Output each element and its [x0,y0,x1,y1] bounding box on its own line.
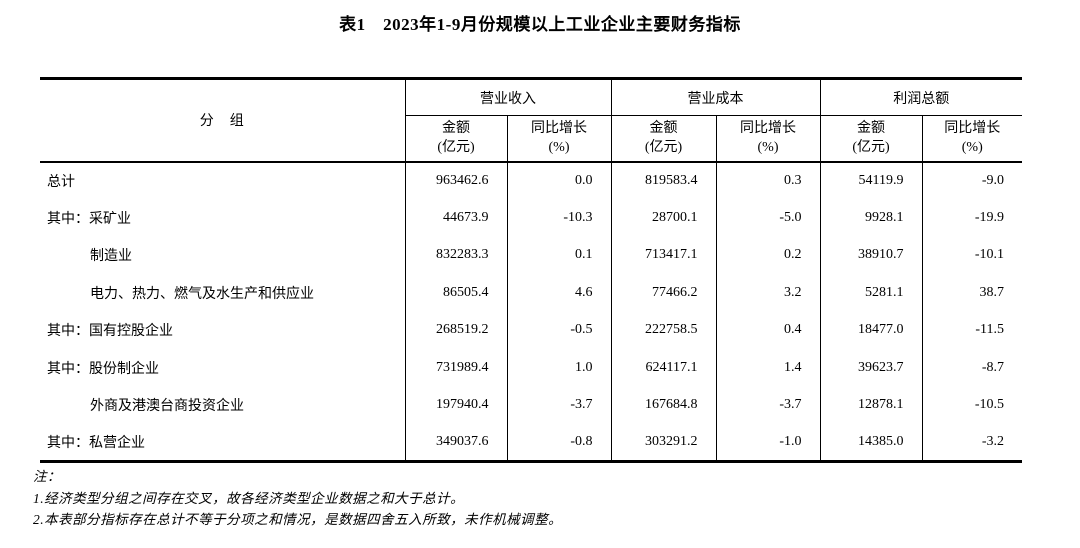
value-cell: 86505.4 [404,274,507,312]
value-cell: -10.3 [506,199,611,237]
table-row: 总计 963462.6 0.0 819583.4 0.3 54119.9 -9.… [40,161,1022,199]
value-cell: 624117.1 [610,349,716,387]
value-cell: 222758.5 [610,311,716,349]
growth-label: 同比增长 [531,121,587,137]
value-cell: 3.2 [715,274,820,312]
value-cell: 268519.2 [404,311,507,349]
profit-group-header: 利润总额 [819,78,1022,116]
group-column-header: 分 组 [40,78,405,163]
amount-label: 金额 [649,121,678,137]
row-label: 其中：采矿业 [47,211,131,227]
value-cell: -0.5 [506,311,611,349]
note-line-1: 1.经济类型分组之间存在交叉，故各经济类型企业数据之和大于总计。 [33,490,465,506]
value-cell: 0.0 [506,161,611,199]
value-cell: 9928.1 [819,199,922,237]
value-cell: 28700.1 [610,199,716,237]
row-label: 外商及港澳台商投资企业 [90,399,244,415]
value-cell: 5281.1 [819,274,922,312]
revenue-growth-header: 同比增长 (%) [506,115,611,163]
value-cell: 1.0 [506,349,611,387]
value-cell: -9.0 [921,161,1022,199]
value-cell: -11.5 [921,311,1022,349]
amount-label: 金额 [442,121,470,137]
value-cell: 197940.4 [404,386,507,424]
value-cell: -1.0 [715,424,820,462]
table-notes: 注： 1.经济类型分组之间存在交叉，故各经济类型企业数据之和大于总计。 2.本表… [33,466,562,531]
value-cell: 303291.2 [610,424,716,462]
value-cell: -19.9 [921,199,1022,237]
row-label: 电力、热力、燃气及水生产和供应业 [90,286,314,302]
value-cell: -8.7 [921,349,1022,387]
table-row: 制造业 832283.3 0.1 713417.1 0.2 38910.7 -1… [40,236,1022,274]
value-cell: 832283.3 [404,236,507,274]
value-cell: 18477.0 [819,311,922,349]
row-label: 其中：股份制企业 [47,361,159,377]
value-cell: 0.3 [715,161,820,199]
table-row: 其中：采矿业 44673.9 -10.3 28700.1 -5.0 9928.1… [40,199,1022,237]
row-label: 其中：私营企业 [47,436,145,451]
table-row: 其中：股份制企业 731989.4 1.0 624117.1 1.4 39623… [40,349,1022,387]
value-cell: 44673.9 [404,199,507,237]
table-row: 其中：国有控股企业 268519.2 -0.5 222758.5 0.4 184… [40,311,1022,349]
value-cell: 0.4 [715,311,820,349]
header-sub-row: 金额 (亿元) 同比增长 (%) 金额 (亿元) 同比增长 (%) 金额 ( [40,115,1022,163]
table-row: 外商及港澳台商投资企业 197940.4 -3.7 167684.8 -3.7 … [40,386,1022,424]
amount-unit: (亿元) [852,140,890,156]
value-cell: 38910.7 [819,236,922,274]
value-cell: 38.7 [921,274,1022,312]
value-cell: 0.2 [715,236,820,274]
value-cell: 77466.2 [610,274,716,312]
value-cell: -3.7 [506,386,611,424]
note-heading: 注： [33,469,61,484]
value-cell: -5.0 [715,199,820,237]
value-cell: -3.7 [715,386,820,424]
amount-unit: (亿元) [644,140,683,156]
table-row: 电力、热力、燃气及水生产和供应业 86505.4 4.6 77466.2 3.2… [40,274,1022,312]
table-body: 总计 963462.6 0.0 819583.4 0.3 54119.9 -9.… [40,161,1022,462]
value-cell: 1.4 [715,349,820,387]
amount-label: 金额 [857,121,885,137]
cost-group-header: 营业成本 [610,78,820,116]
value-cell: 349037.6 [404,424,507,462]
growth-label: 同比增长 [740,121,796,137]
value-cell: 54119.9 [819,161,922,199]
value-cell: -10.5 [921,386,1022,424]
growth-unit: (%) [548,140,570,156]
amount-unit: (亿元) [437,140,475,156]
value-cell: 12878.1 [819,386,922,424]
growth-label: 同比增长 [944,121,1001,137]
row-label: 总计 [47,174,75,190]
growth-unit: (%) [961,140,983,156]
profit-amount-header: 金额 (亿元) [819,115,922,163]
value-cell: 731989.4 [404,349,507,387]
value-cell: 167684.8 [610,386,716,424]
revenue-amount-header: 金额 (亿元) [404,115,507,163]
table-title: 表1 2023年1-9月份规模以上工业企业主要财务指标 [339,15,741,34]
revenue-group-header: 营业收入 [404,78,611,116]
header-group-row: 分 组 营业收入 营业成本 利润总额 [40,78,1022,163]
value-cell: -3.2 [921,424,1022,462]
row-label: 制造业 [90,249,132,265]
value-cell: 0.1 [506,236,611,274]
row-label: 其中：国有控股企业 [47,324,173,340]
value-cell: 14385.0 [819,424,922,462]
value-cell: 39623.7 [819,349,922,387]
value-cell: 713417.1 [610,236,716,274]
profit-growth-header: 同比增长 (%) [921,115,1022,163]
value-cell: 963462.6 [404,161,507,199]
financial-indicators-table: 分 组 营业收入 营业成本 利润总额 金额 (亿元) 同比增长 (%) 金额 (… [40,77,1022,463]
cost-growth-header: 同比增长 (%) [715,115,820,163]
value-cell: 819583.4 [610,161,716,199]
table-row: 其中：私营企业 349037.6 -0.8 303291.2 -1.0 1438… [40,424,1022,462]
growth-unit: (%) [757,140,779,156]
value-cell: -0.8 [506,424,611,462]
value-cell: 4.6 [506,274,611,312]
note-line-2: 2.本表部分指标存在总计不等于分项之和情况，是数据四舍五入所致，未作机械调整。 [33,512,563,527]
cost-amount-header: 金额 (亿元) [610,115,716,163]
value-cell: -10.1 [921,236,1022,274]
